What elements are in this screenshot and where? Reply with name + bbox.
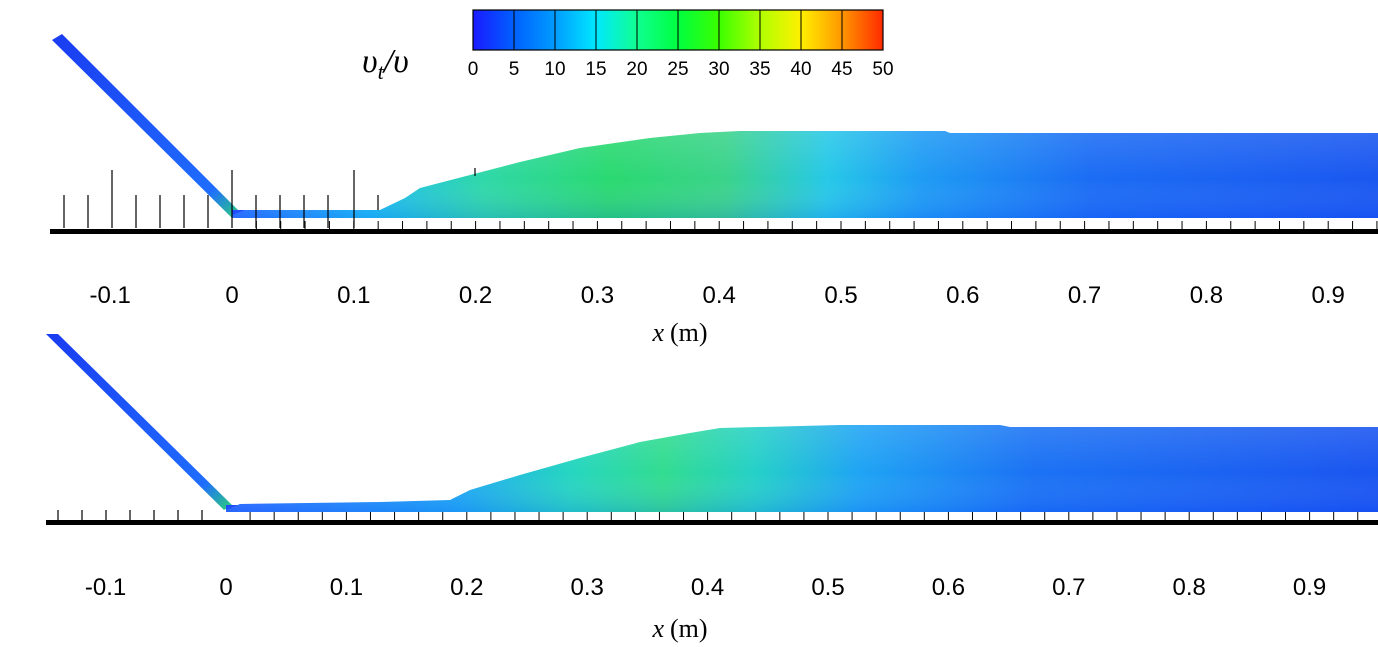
x-tick-label: 0.7 <box>1068 282 1101 309</box>
colorbar-tick-label: 10 <box>544 59 565 80</box>
bottom-panel: -0.1 0 0.1 0.2 0.3 0.4 0.5 0.6 0.7 0.8 0.9 x (m) <box>46 334 1378 643</box>
bottom-minor-ticks <box>249 512 1359 520</box>
x-tick-label: 0.9 <box>1312 282 1345 309</box>
bottom-current-shading <box>226 425 1378 512</box>
top-minor-ticks <box>255 221 1378 229</box>
top-x-axis-title: x (m) <box>651 318 707 347</box>
top-ground-line <box>50 229 1378 234</box>
bottom-x-axis-title: x (m) <box>651 614 707 643</box>
x-tick-label: 0.7 <box>1052 574 1085 601</box>
bottom-ground-line <box>46 520 1378 525</box>
colorbar-segments <box>473 10 883 50</box>
colorbar: υt/υ 0 5 10 15 20 25 30 35 40 45 50 <box>362 9 894 84</box>
colorbar-tick-label: 30 <box>708 59 729 80</box>
x-tick-label: 0.9 <box>1293 574 1326 601</box>
x-tick-label: 0.5 <box>824 282 857 309</box>
x-tick-label: -0.1 <box>90 282 131 309</box>
x-tick-label: 0.6 <box>946 282 979 309</box>
top-current-shading <box>232 131 1378 218</box>
bottom-x-tick-labels: -0.1 0 0.1 0.2 0.3 0.4 0.5 0.6 0.7 0.8 0.9 <box>85 574 1326 601</box>
bottom-profile-lines <box>57 510 203 520</box>
x-tick-label: 0.2 <box>459 282 492 309</box>
x-tick-label: 0 <box>219 574 232 601</box>
x-tick-label: -0.1 <box>85 574 126 601</box>
colorbar-tick-label: 35 <box>749 59 770 80</box>
colorbar-tick-label: 40 <box>790 59 811 80</box>
colorbar-tick-label: 50 <box>872 59 893 80</box>
top-x-tick-labels: -0.1 0 0.1 0.2 0.3 0.4 0.5 0.6 0.7 0.8 0.9 <box>90 282 1345 309</box>
colorbar-tick-label: 45 <box>831 59 852 80</box>
x-tick-label: 0.4 <box>691 574 724 601</box>
colorbar-tick-label: 5 <box>509 59 520 80</box>
x-tick-label: 0 <box>225 282 238 309</box>
x-tick-label: 0.3 <box>581 282 614 309</box>
x-tick-label: 0.5 <box>811 574 844 601</box>
colorbar-tick-label: 25 <box>667 59 688 80</box>
x-tick-label: 0.3 <box>571 574 604 601</box>
top-profile-lines <box>63 168 476 228</box>
colorbar-tick-label: 0 <box>468 59 479 80</box>
x-tick-label: 0.4 <box>703 282 736 309</box>
top-panel: -0.1 0 0.1 0.2 0.3 0.4 0.5 0.6 0.7 0.8 0.9 x (m) <box>50 34 1378 347</box>
colorbar-title: υt/υ <box>362 43 409 84</box>
x-tick-label: 0.8 <box>1173 574 1206 601</box>
x-tick-label: 0.6 <box>932 574 965 601</box>
colorbar-tick-label: 20 <box>626 59 647 80</box>
x-tick-label: 0.1 <box>330 574 363 601</box>
x-tick-label: 0.8 <box>1190 282 1223 309</box>
top-slope-field <box>52 34 240 218</box>
colorbar-frame <box>472 9 884 51</box>
x-tick-label: 0.1 <box>337 282 370 309</box>
colorbar-tick-label: 15 <box>585 59 606 80</box>
x-tick-label: 0.2 <box>450 574 483 601</box>
colorbar-tick-labels: 0 5 10 15 20 25 30 35 40 45 50 <box>468 59 894 80</box>
bottom-slope-field <box>46 334 232 510</box>
